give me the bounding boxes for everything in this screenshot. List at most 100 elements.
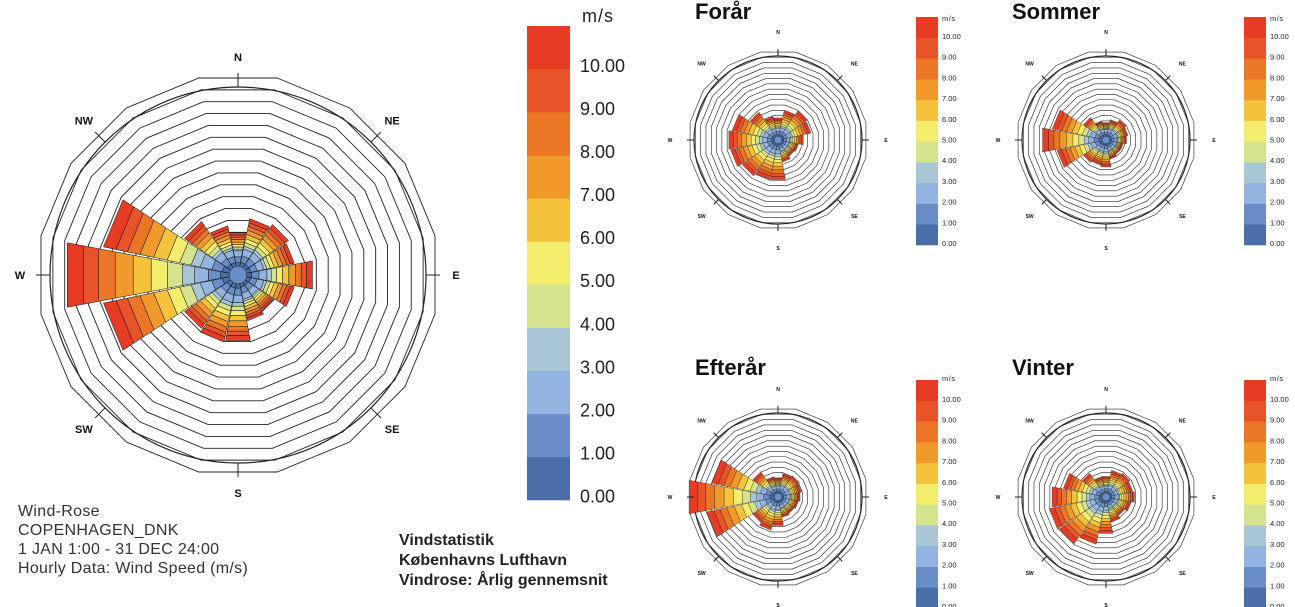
calm-center: [229, 266, 247, 284]
legend-tick-label: 9.00: [1270, 53, 1285, 62]
speed-band-7: [1101, 158, 1111, 162]
compass-label-SW: SW: [698, 214, 706, 220]
speed-band-10: [1125, 135, 1127, 145]
frequency-ring: [1065, 456, 1147, 538]
legend-swatch-6: [527, 198, 570, 242]
legend-tick-label: 8.00: [1270, 73, 1285, 82]
legend-swatch-8: [1244, 421, 1266, 443]
frequency-ring: [742, 461, 814, 533]
frequency-ring: [88, 125, 388, 425]
speed-band-10: [1117, 508, 1125, 516]
speed-band-10: [1118, 119, 1127, 128]
speed-band-8: [1128, 492, 1131, 502]
title-winter: Vinter: [1012, 355, 1074, 380]
legend-tick-label: 0.00: [942, 602, 957, 607]
frequency-ring: [159, 196, 317, 354]
speed-band-8: [295, 262, 302, 288]
petal-NW: [752, 471, 777, 496]
petal-E: [780, 135, 804, 145]
calm-center: [773, 492, 783, 502]
speed-band-8: [798, 135, 801, 145]
legend-tick-label: 8.00: [1270, 436, 1285, 445]
speed-band-10: [1083, 117, 1092, 126]
speed-band-9: [773, 119, 783, 121]
speed-band-4: [1078, 134, 1085, 146]
legend-tick-label: 10.00: [1270, 32, 1289, 41]
petal-SSE: [1106, 499, 1121, 523]
speed-band-10: [796, 110, 808, 122]
speed-band-5: [150, 258, 168, 292]
frequency-ring: [1065, 99, 1147, 181]
speed-band-10: [730, 148, 742, 167]
legend-swatch-4: [1244, 141, 1266, 163]
compass-label-N: N: [234, 52, 242, 64]
info-title: Wind-Rose: [18, 503, 100, 520]
frequency-ring: [99, 136, 377, 414]
petal-ENE: [1108, 127, 1129, 140]
speed-band-10: [1081, 472, 1092, 483]
legend-swatch-1: [916, 203, 938, 225]
compass-tick-SE: [370, 407, 382, 419]
frequency-ring: [732, 94, 824, 186]
speed-band-3: [1118, 494, 1120, 500]
speed-band-2: [194, 266, 209, 284]
speed-band-10: [1083, 154, 1092, 163]
speed-band-10: [1123, 127, 1129, 136]
speed-band-10: [1098, 530, 1114, 534]
compass-tick-SW: [1041, 556, 1047, 562]
petal-S: [1100, 142, 1112, 168]
compass-tick-NE: [837, 432, 843, 438]
speed-band-6: [1123, 493, 1127, 501]
legend-tick-label: 7.00: [580, 185, 615, 205]
speed-band-9: [1099, 527, 1113, 531]
speed-band-10: [1109, 155, 1117, 160]
petal-WSW: [1048, 497, 1104, 530]
speed-band-2: [756, 492, 764, 502]
speed-band-10: [184, 221, 205, 242]
legend-tick-label: 5.00: [942, 499, 957, 508]
speed-band-10: [1125, 501, 1132, 512]
speed-band-5: [774, 124, 782, 127]
speed-band-10: [1059, 525, 1078, 544]
speed-band-5: [1121, 493, 1124, 501]
compass-label-E: E: [1212, 138, 1216, 144]
speed-band-6: [1101, 518, 1111, 522]
speed-band-10: [200, 327, 226, 343]
speed-band-2: [775, 149, 781, 155]
petal-SSE: [778, 499, 790, 518]
legend-winter: m/s 0.00 1.00 2.00 3.00 4.00 5.00 6.00 7.00 8.00 9…: [1244, 374, 1289, 607]
compass-label-E: E: [884, 495, 888, 501]
compass-label-N: N: [1104, 387, 1108, 393]
compass-tick-SW: [713, 199, 719, 205]
petal-W: [688, 480, 776, 514]
speed-band-4: [790, 494, 792, 500]
legend-swatch-10: [1244, 17, 1266, 39]
frequency-ring: [737, 456, 819, 538]
petal-SE: [1107, 141, 1121, 155]
speed-band-4: [1119, 493, 1122, 501]
speed-band-6: [282, 265, 290, 285]
speed-band-10: [1063, 472, 1073, 490]
speed-band-7: [1059, 131, 1067, 149]
wind-rose-annual: N NE E SE S SW W NW: [15, 52, 460, 500]
petal-ENE: [1108, 481, 1133, 497]
speed-band-10: [794, 143, 799, 152]
speed-band-5: [1102, 154, 1110, 158]
speed-band-10: [103, 300, 134, 351]
petal-SE: [241, 278, 274, 311]
compass-label-S: S: [776, 603, 780, 607]
legend-swatch-2: [1244, 545, 1266, 567]
speed-band-2: [1114, 137, 1118, 143]
legend-swatch-1: [527, 413, 570, 458]
speed-band-6: [229, 315, 247, 322]
petal-ENE: [780, 121, 812, 140]
petal-NW: [1083, 117, 1105, 139]
speed-band-3: [775, 509, 781, 511]
speed-band-10: [225, 335, 251, 341]
petal-ENE: [780, 483, 802, 497]
compass-label-NW: NW: [75, 116, 94, 128]
legend-tick-label: 1.00: [942, 581, 957, 590]
frequency-ring: [1028, 419, 1184, 575]
compass-tick-SW: [94, 407, 106, 419]
speed-band-10: [1127, 481, 1133, 492]
